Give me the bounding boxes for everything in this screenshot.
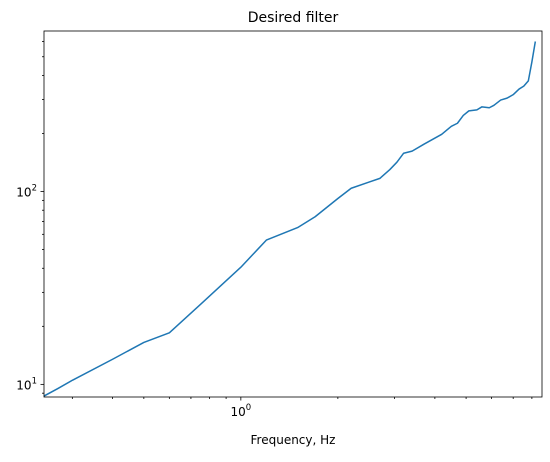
y-tick-label: 102 [16,184,37,200]
series-line-0 [44,41,537,397]
x-tick-label: 100 [230,403,251,419]
chart-title: Desired filter [248,10,339,26]
axes-frame [43,30,543,398]
x-axis-label: Frequency, Hz [251,433,336,447]
y-tick-label: 101 [16,376,37,392]
plot-area: 100 101 102 [16,30,543,419]
